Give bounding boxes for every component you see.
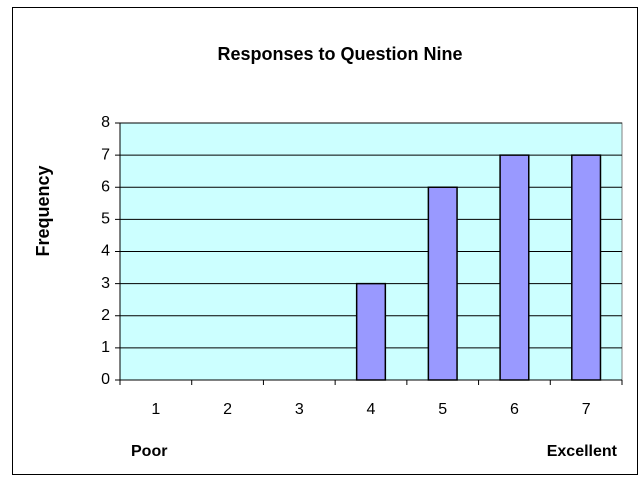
y-tick-label: 7	[101, 146, 110, 163]
bar	[571, 154, 602, 381]
annotation: Poor	[131, 443, 167, 460]
bar	[355, 282, 387, 381]
x-tick-label: 3	[295, 401, 304, 418]
x-tick-label: 1	[151, 401, 160, 418]
x-tick-label: 7	[582, 401, 591, 418]
x-tick-label: 6	[510, 401, 519, 418]
x-tick-label: 4	[367, 401, 376, 418]
chart-title: Responses to Question Nine	[217, 44, 462, 64]
bar	[499, 154, 530, 381]
y-tick-label: 6	[101, 178, 110, 195]
y-tick-label: 3	[101, 275, 110, 292]
y-tick-label: 2	[101, 307, 110, 324]
bar	[427, 186, 458, 381]
y-axis-label: Frequency	[33, 165, 53, 256]
y-tick-label: 8	[101, 114, 110, 131]
annotation: Excellent	[547, 443, 618, 460]
y-tick-label: 4	[101, 243, 110, 260]
y-tick-label: 5	[101, 211, 110, 228]
x-tick-label: 2	[223, 401, 232, 418]
x-tick-label: 5	[438, 401, 447, 418]
y-tick-label: 0	[101, 371, 110, 388]
y-tick-label: 1	[101, 339, 110, 356]
